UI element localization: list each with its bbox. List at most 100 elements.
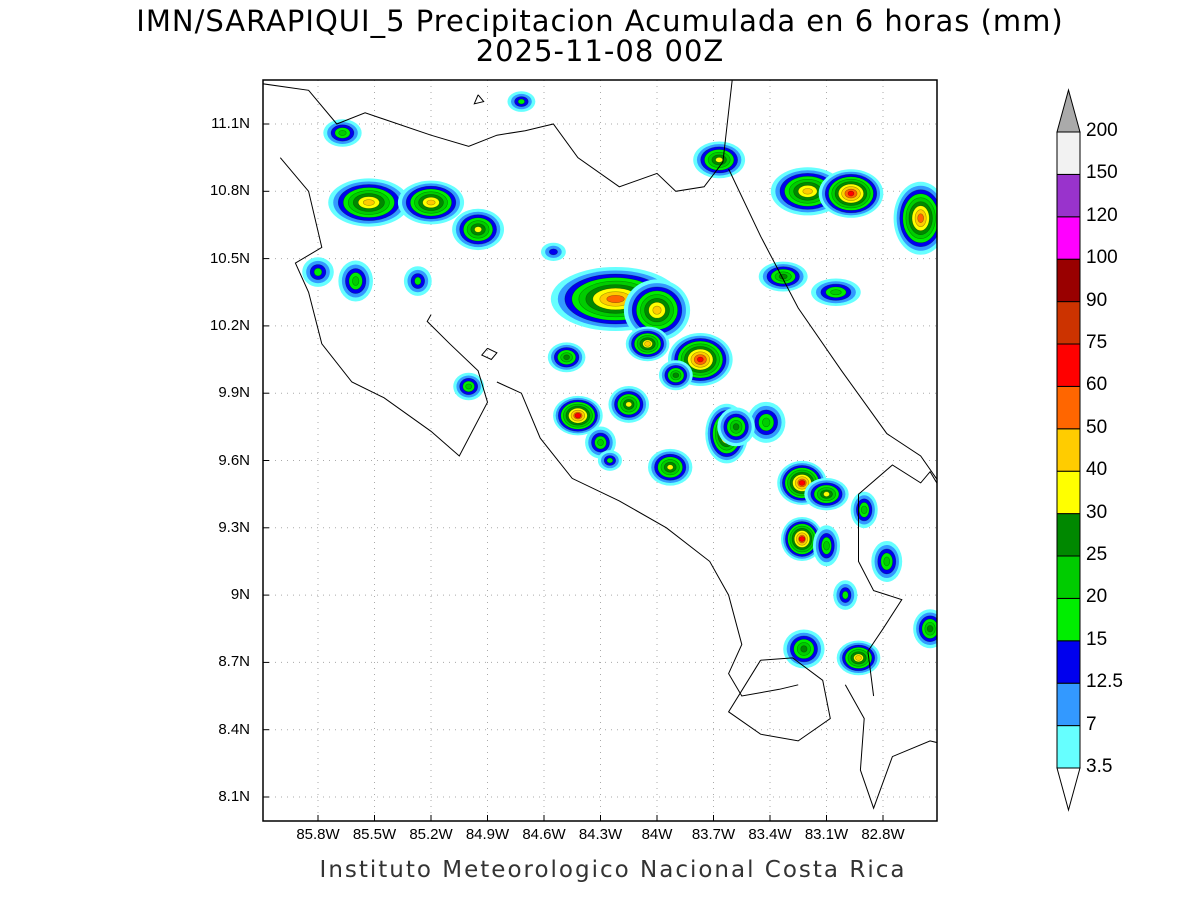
rain-contour — [606, 457, 614, 464]
rain-contour — [798, 480, 806, 486]
coastline — [728, 168, 937, 481]
rain-contour — [672, 372, 680, 379]
rain-contour — [574, 412, 582, 419]
rain-cell — [758, 261, 808, 292]
lat-tick-label: 9.3N — [218, 518, 250, 536]
rain-cell — [818, 169, 884, 218]
rain-contour — [563, 354, 570, 361]
map-title: IMN/SARAPIQUI_5 Precipitacion Acumulada … — [136, 4, 1064, 38]
footer-credit: Instituto Meteorologico Nacional Costa R… — [319, 857, 907, 883]
rain-contour — [842, 590, 849, 600]
rain-cell — [812, 525, 841, 567]
lon-tick-label: 83.4W — [748, 826, 792, 843]
colorbar-swatch — [1056, 470, 1081, 515]
rain-contour — [823, 540, 830, 551]
coastline — [480, 347, 498, 361]
rain-contour — [800, 645, 808, 653]
colorbar-level-label: 120 — [1086, 204, 1118, 226]
rain-contour — [823, 491, 830, 497]
rain-contour — [926, 625, 934, 633]
rain-cell — [403, 266, 432, 296]
lon-tick-label: 84.9W — [465, 826, 510, 843]
rain-contour — [652, 305, 662, 315]
rain-cell — [302, 257, 334, 287]
rain-contour — [352, 276, 360, 286]
rain-contour — [465, 383, 472, 390]
rain-contour — [426, 199, 436, 206]
colorbar-swatch — [1056, 385, 1081, 430]
rain-contour — [917, 213, 924, 224]
rain-cell — [553, 395, 603, 436]
rain-cell — [693, 141, 746, 179]
colorbar-swatch — [1056, 343, 1081, 387]
rain-cell — [397, 180, 465, 225]
colorbar-level-label: 3.5 — [1086, 756, 1113, 777]
rain-cell — [836, 640, 881, 676]
rain-cell — [453, 372, 485, 401]
colorbar-level-label: 20 — [1086, 586, 1108, 608]
rain-cell — [783, 629, 825, 669]
lat-tick-label: 11.1N — [211, 115, 250, 132]
lon-tick-label: 84.6W — [522, 826, 566, 843]
rain-contour — [715, 157, 724, 163]
rain-cell — [648, 448, 693, 486]
colorbar-level-label: 7 — [1086, 713, 1097, 735]
colorbar-swatch — [1056, 640, 1081, 684]
rain-contour — [548, 248, 558, 256]
colorbar-level-label: 25 — [1086, 544, 1108, 565]
lon-tick-label: 84W — [641, 826, 673, 843]
colorbar-swatch — [1056, 513, 1081, 557]
map-valid-time: 2025-11-08 00Z — [475, 34, 725, 68]
rain-contour — [762, 417, 771, 428]
rain-cell — [625, 326, 670, 362]
rain-cell — [804, 477, 849, 511]
coastline — [858, 464, 937, 495]
rain-contour — [860, 505, 868, 514]
rain-cell — [328, 178, 410, 227]
lat-tick-label: 8.7N — [218, 653, 250, 671]
coastline — [473, 94, 485, 105]
colorbar-min-arrow — [1056, 767, 1081, 812]
rain-contour — [474, 226, 482, 233]
colorbar-level-label: 30 — [1086, 501, 1108, 523]
rain-contour — [847, 190, 855, 197]
colorbar-level-label: 75 — [1086, 332, 1108, 353]
rain-contour — [414, 276, 422, 286]
colorbar-swatch — [1056, 131, 1081, 175]
lat-tick-label: 10.8N — [209, 182, 250, 200]
axis-ticks — [263, 123, 884, 821]
rain-contour — [802, 188, 813, 195]
colorbar-swatch — [1056, 258, 1081, 303]
rain-contour — [517, 98, 525, 105]
lat-tick-label: 8.1N — [218, 788, 250, 805]
rain-cell — [452, 208, 505, 251]
rain-contour — [883, 556, 891, 567]
colorbar-swatch — [1056, 428, 1081, 472]
lon-tick-label: 84.3W — [578, 826, 623, 843]
colorbar-swatch — [1056, 597, 1081, 642]
colorbar-level-label: 200 — [1086, 120, 1118, 141]
colorbar-level-label: 15 — [1086, 628, 1108, 650]
rain-contour — [697, 356, 704, 363]
rain-cell — [811, 278, 861, 307]
colorbar-level-label: 50 — [1086, 416, 1108, 438]
rain-cell — [871, 540, 903, 582]
colorbar-level-label: 100 — [1086, 247, 1118, 269]
rain-contour — [362, 199, 375, 206]
colorbar — [1056, 88, 1081, 812]
colorbar-level-label: 90 — [1086, 289, 1108, 311]
rain-cell — [893, 181, 937, 255]
rain-contour — [666, 464, 674, 471]
lon-tick-label: 85.8W — [296, 826, 340, 843]
coastline — [263, 80, 733, 192]
rain-contour — [855, 655, 862, 661]
rain-cell — [850, 491, 878, 529]
rain-contour — [606, 294, 625, 304]
rain-cell — [597, 450, 622, 471]
colorbar-level-label: 12.5 — [1086, 671, 1123, 693]
colorbar-level-label: 40 — [1086, 459, 1108, 481]
rain-cell — [747, 401, 786, 443]
rain-cell — [585, 426, 616, 459]
rain-cell — [323, 119, 362, 147]
